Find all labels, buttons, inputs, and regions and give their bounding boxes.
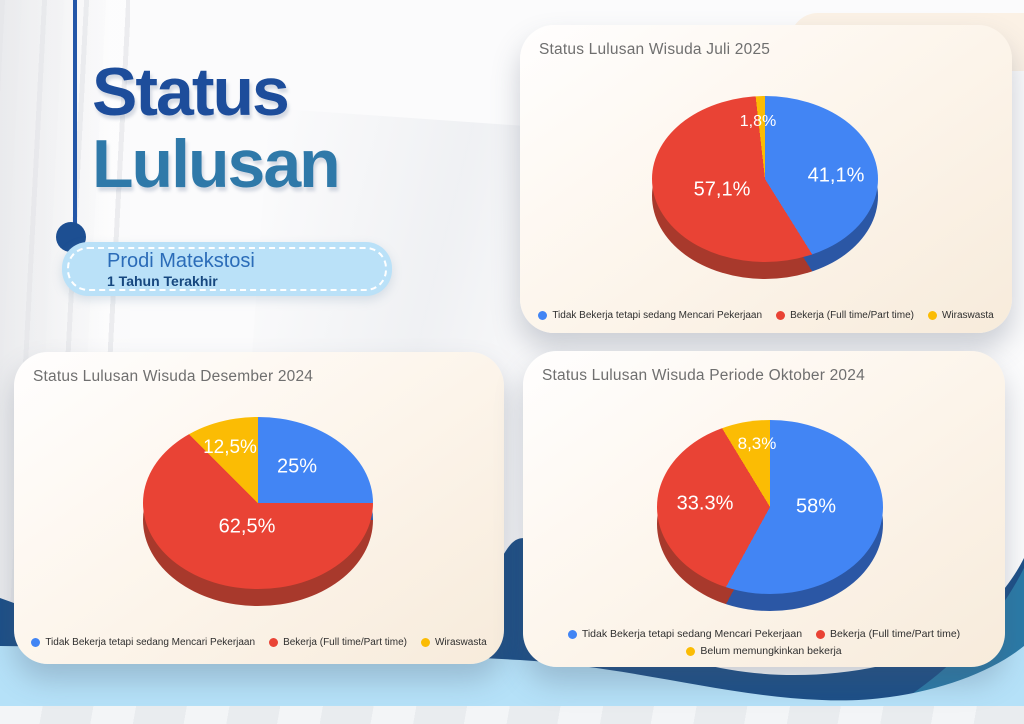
legend-dot-yellow	[927, 311, 937, 320]
prodi-badge-name: Prodi Matekstosi	[107, 250, 255, 272]
pie-label-red: 57,1%	[693, 178, 751, 201]
legend-dot-red	[816, 629, 826, 639]
legend-label: Wiraswasta	[941, 310, 994, 321]
legend-item: Belum memungkinkan bekerja	[686, 645, 842, 657]
legend-item: Tidak Bekerja tetapi sedang Mencari Peke…	[538, 310, 762, 321]
bottom-striped-strip	[0, 706, 1024, 724]
card-title: Status Lulusan Wisuda Juli 2025	[539, 41, 771, 58]
legend-dot-blue	[538, 311, 548, 320]
card-oktober-2024: Status Lulusan Wisuda Periode Oktober 20…	[523, 351, 1005, 667]
legend-label: Tidak Bekerja tetapi sedang Mencari Peke…	[552, 310, 763, 321]
legend-dot-yellow	[420, 638, 430, 647]
pie-chart	[657, 420, 883, 594]
card-title: Status Lulusan Wisuda Desember 2024	[33, 368, 314, 385]
accent-vertical-line	[73, 0, 77, 232]
pie-label-blue: 25%	[276, 455, 318, 478]
pie-chart	[143, 417, 373, 589]
legend-item: Tidak Bekerja tetapi sedang Mencari Peke…	[567, 628, 803, 640]
pie-label-yellow: 12,5%	[203, 437, 257, 458]
legend-dot-red	[269, 638, 279, 647]
legend-item: Tidak Bekerja tetapi sedang Mencari Peke…	[31, 637, 255, 648]
page-title-line2: Lulusan	[92, 126, 341, 202]
legend: Tidak Bekerja tetapi sedang Mencari Peke…	[14, 637, 504, 648]
legend-label: Bekerja (Full time/Part time)	[830, 628, 961, 640]
legend-label: Bekerja (Full time/Part time)	[790, 310, 914, 321]
legend-label: Bekerja (Full time/Part time)	[283, 637, 407, 648]
pie-label-blue: 58%	[795, 495, 837, 518]
legend-label: Tidak Bekerja tetapi sedang Mencari Peke…	[45, 637, 256, 648]
card-juli-2025: Status Lulusan Wisuda Juli 2025 41,1% 57…	[520, 25, 1012, 333]
legend-dot-red	[776, 311, 786, 320]
legend: Tidak Bekerja tetapi sedang Mencari Peke…	[548, 628, 980, 657]
pie-label-yellow: 8,3%	[737, 434, 777, 453]
legend-dot-yellow	[686, 646, 696, 656]
legend: Tidak Bekerja tetapi sedang Mencari Peke…	[520, 310, 1012, 321]
pie-label-red: 62,5%	[218, 515, 276, 538]
legend-dot-blue	[567, 629, 577, 639]
pie-label-red: 33.3%	[676, 492, 734, 515]
legend-label: Belum memungkinkan bekerja	[700, 645, 842, 657]
prodi-badge-period: 1 Tahun Terakhir	[107, 273, 218, 289]
legend-item: Wiraswasta	[420, 637, 487, 648]
page-title-line1: Status	[92, 54, 290, 130]
card-desember-2024: Status Lulusan Wisuda Desember 2024 25% …	[14, 352, 504, 664]
pie-label-blue: 41,1%	[807, 164, 865, 187]
card-title: Status Lulusan Wisuda Periode Oktober 20…	[542, 367, 865, 384]
legend-dot-blue	[31, 638, 41, 647]
legend-item: Bekerja (Full time/Part time)	[816, 628, 960, 640]
page-title: Status Lulusan	[92, 54, 341, 202]
prodi-badge: Prodi Matekstosi 1 Tahun Terakhir	[62, 242, 392, 296]
pie-label-yellow: 1,8%	[739, 113, 777, 130]
legend-label: Wiraswasta	[434, 637, 487, 648]
legend-item: Bekerja (Full time/Part time)	[269, 637, 407, 648]
legend-item: Bekerja (Full time/Part time)	[776, 310, 914, 321]
pie-chart	[652, 96, 878, 262]
legend-item: Wiraswasta	[927, 310, 994, 321]
legend-label: Tidak Bekerja tetapi sedang Mencari Peke…	[581, 628, 803, 640]
